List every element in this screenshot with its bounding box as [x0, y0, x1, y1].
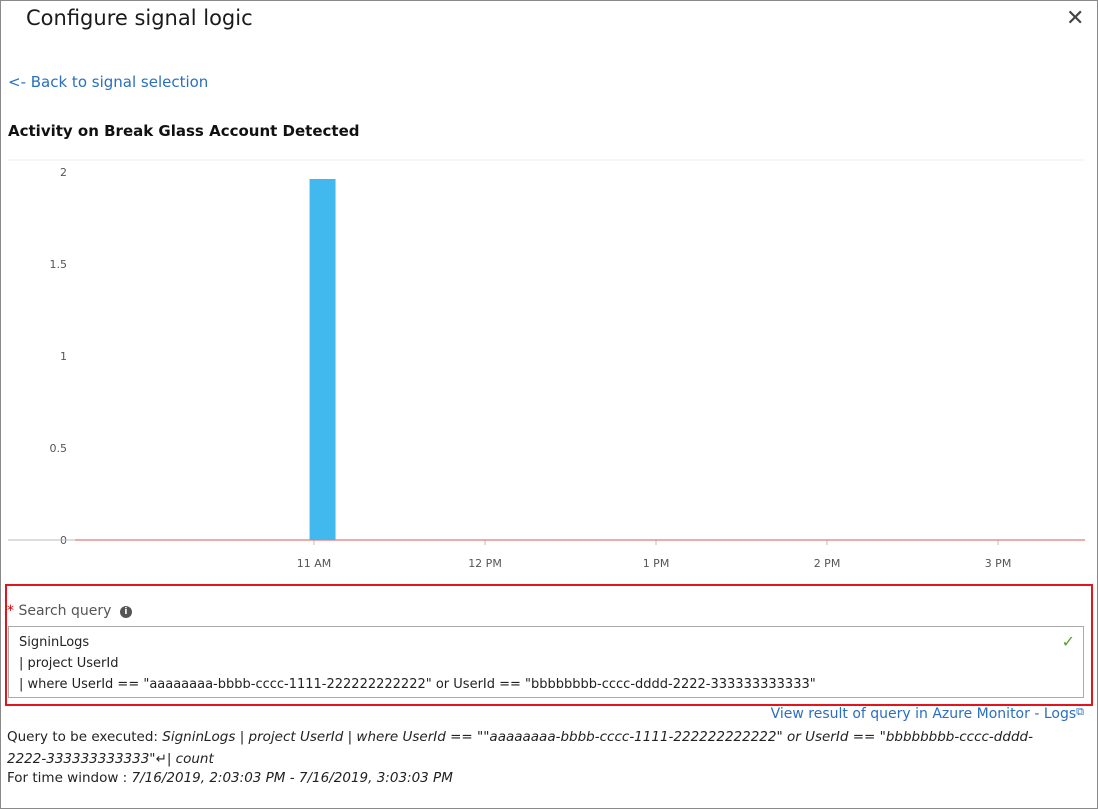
query-exec-label: Query to be executed:	[7, 729, 163, 745]
query-line: SigninLogs	[19, 635, 90, 650]
x-tick-label: 1 PM	[643, 557, 670, 570]
back-to-signal-selection-link[interactable]: <- Back to signal selection	[8, 73, 209, 91]
info-icon[interactable]: i	[119, 606, 132, 618]
x-tick-label: 11 AM	[297, 557, 332, 570]
query-exec-value: SigninLogs | project UserId | where User…	[7, 729, 1033, 767]
time-window-value: 7/16/2019, 2:03:03 PM - 7/16/2019, 3:03:…	[131, 770, 453, 786]
x-tick-label: 2 PM	[814, 557, 841, 570]
time-window: For time window : 7/16/2019, 2:03:03 PM …	[7, 770, 453, 786]
bar	[309, 179, 336, 540]
view-result-link-text: View result of query in Azure Monitor - …	[770, 706, 1077, 722]
checkmark-icon: ✓	[1061, 632, 1075, 651]
query-to-be-executed: Query to be executed: SigninLogs | proje…	[7, 726, 1067, 770]
time-window-label: For time window :	[7, 770, 132, 786]
search-query-input[interactable]: SigninLogs | project UserId | where User…	[8, 626, 1084, 698]
search-query-label: * Search query i	[7, 603, 132, 619]
x-tick-label: 3 PM	[985, 557, 1012, 570]
y-tick-label: 1.5	[50, 258, 68, 271]
chart-title: Activity on Break Glass Account Detected	[8, 122, 360, 140]
x-tick-label: 12 PM	[468, 557, 502, 570]
highlight-box	[5, 584, 1093, 706]
query-line: | where UserId == "aaaaaaaa-bbbb-cccc-11…	[19, 677, 816, 692]
y-tick-label: 0.5	[50, 442, 68, 455]
y-tick-label: 2	[60, 166, 67, 179]
external-link-icon: ⧉	[1076, 705, 1084, 718]
required-marker: *	[7, 603, 14, 619]
view-result-link[interactable]: View result of query in Azure Monitor - …	[771, 705, 1084, 722]
query-line: | project UserId	[19, 656, 119, 671]
search-query-label-text: Search query	[18, 603, 112, 619]
close-icon[interactable]: ✕	[1066, 6, 1085, 31]
y-tick-label: 1	[60, 350, 67, 363]
page-title: Configure signal logic	[26, 6, 253, 30]
